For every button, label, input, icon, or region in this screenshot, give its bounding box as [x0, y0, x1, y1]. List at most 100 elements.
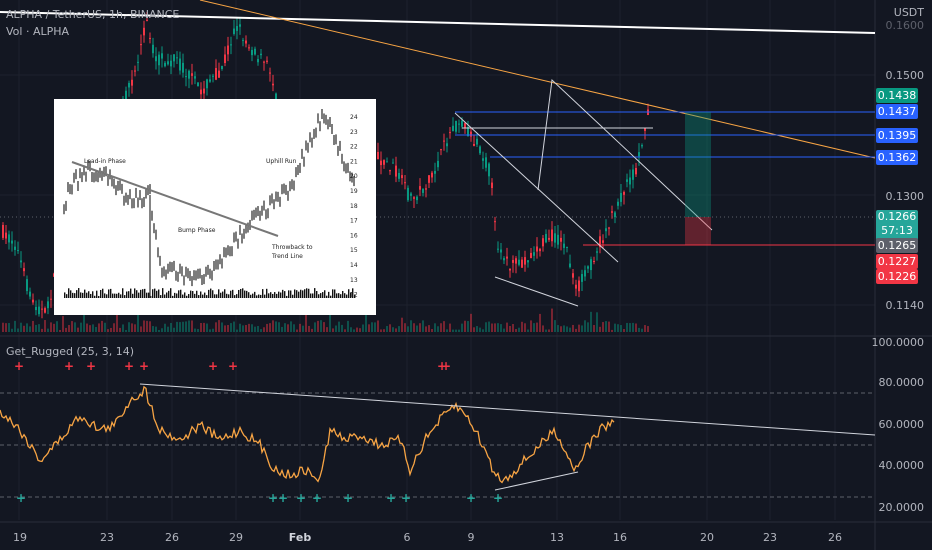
candle-body	[389, 170, 391, 172]
volume-bar	[518, 327, 520, 332]
inset-volume-bar	[346, 294, 348, 298]
candle-body	[38, 306, 40, 315]
candle-body	[458, 123, 460, 125]
buy-signal-marker: +	[493, 491, 503, 505]
inset-volume-bar	[276, 293, 278, 298]
price-axis-label: 0.1600	[885, 19, 925, 32]
symbol-title[interactable]: ALPHA / TetherUS, 1h, BINANCE	[6, 8, 180, 21]
volume-bar	[35, 324, 37, 332]
indicator-axis-label: 80.0000	[878, 376, 925, 389]
candle-body	[542, 238, 544, 247]
inset-volume-bar	[258, 294, 260, 298]
volume-bar	[569, 327, 571, 332]
inset-axis-tick: 21	[350, 158, 358, 165]
candle-body	[632, 169, 634, 180]
inset-volume-bar	[316, 290, 318, 298]
candle-body	[575, 284, 577, 289]
inset-trendline	[71, 161, 279, 237]
volume-bar	[212, 328, 214, 332]
buy-signal-marker: +	[278, 491, 288, 505]
candle-body	[461, 120, 463, 127]
inset-volume-bar	[204, 292, 206, 298]
inset-annotation: Throwback to	[271, 244, 313, 251]
inset-volume-bar	[192, 291, 194, 298]
candle-body	[497, 248, 499, 250]
inset-volume-bar	[282, 289, 284, 298]
buy-signal-marker: +	[386, 491, 396, 505]
inset-volume-bar	[274, 292, 276, 298]
indicator-axis-label: 100.0000	[871, 336, 925, 349]
inset-volume-bar	[148, 292, 150, 298]
candle-body	[392, 162, 394, 164]
inset-volume-bar	[174, 292, 176, 298]
candle-body	[404, 182, 406, 184]
indicator-legend[interactable]: Get_Rugged (25, 3, 14)	[6, 345, 134, 358]
inset-volume-bar	[212, 290, 214, 298]
candle-body	[257, 59, 259, 63]
volume-bar	[92, 324, 94, 332]
inset-volume-bar	[352, 288, 354, 298]
inset-background	[54, 99, 376, 315]
volume-bar	[566, 326, 568, 332]
volume-bar	[641, 328, 643, 332]
candle-body	[602, 240, 604, 243]
inset-volume-bar	[256, 295, 258, 298]
inset-volume-bar	[126, 291, 128, 298]
volume-bar	[302, 325, 304, 332]
candle-body	[182, 62, 184, 73]
volume-bar	[377, 320, 379, 332]
inset-volume-bar	[232, 289, 234, 298]
candle-body	[533, 252, 535, 256]
candle-body	[137, 61, 139, 63]
volume-bar	[557, 325, 559, 332]
candle-body	[8, 234, 10, 243]
inset-volume-bar	[310, 293, 312, 298]
orange-trendline	[199, 0, 876, 159]
inset-volume-bar	[82, 292, 84, 298]
candle-body	[230, 44, 232, 46]
candle-body	[623, 191, 625, 195]
volume-bar	[236, 329, 238, 332]
indicator-line	[0, 385, 615, 484]
inset-volume-bar	[100, 289, 102, 298]
inset-volume-bar	[240, 288, 242, 298]
volume-bar	[257, 326, 259, 332]
inset-volume-bar	[220, 292, 222, 298]
candle-body	[266, 60, 268, 62]
volume-bar	[440, 323, 442, 332]
inset-volume-bar	[296, 290, 298, 298]
sell-signal-marker: +	[208, 359, 218, 373]
volume-bar	[356, 327, 358, 332]
candle-body	[155, 56, 157, 62]
volume-bar	[347, 320, 349, 332]
volume-bar	[341, 324, 343, 332]
time-label: 9	[467, 531, 475, 544]
candle-body	[26, 279, 28, 292]
candle-body	[128, 82, 130, 88]
volume-bar	[17, 328, 19, 332]
candle-body	[200, 89, 202, 95]
candle-body	[431, 172, 433, 178]
volume-legend[interactable]: Vol · ALPHA	[6, 25, 70, 38]
volume-bar	[614, 323, 616, 332]
inset-volume-bar	[136, 290, 138, 298]
candle-body	[221, 65, 223, 69]
candle-body	[506, 256, 508, 259]
candle-body	[239, 24, 241, 27]
volume-bar	[215, 322, 217, 332]
inset-volume-bar	[344, 293, 346, 298]
inset-annotation: Uphill Run	[266, 158, 297, 165]
volume-bar	[227, 325, 229, 332]
falling-wedge-lower	[494, 276, 579, 307]
inset-volume-bar	[78, 288, 80, 298]
volume-bar	[332, 328, 334, 332]
volume-bar	[98, 323, 100, 332]
drawings[interactable]	[0, 0, 876, 307]
candle-body	[383, 160, 385, 165]
sell-signal-marker: +	[124, 359, 134, 373]
candle-body	[140, 44, 142, 46]
candle-body	[179, 58, 181, 71]
inset-axis-tick: 16	[350, 232, 358, 239]
volume-bar	[167, 326, 169, 332]
